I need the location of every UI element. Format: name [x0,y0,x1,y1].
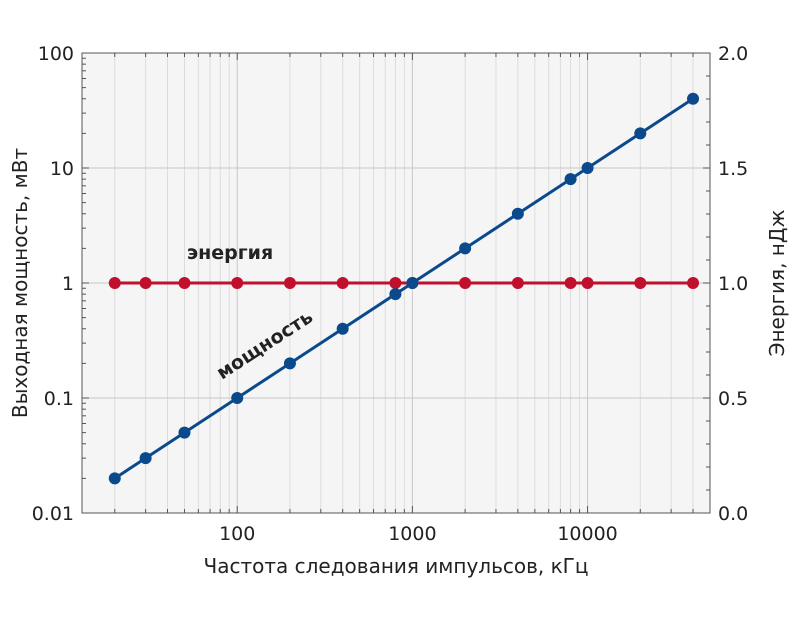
series-power [108,92,700,485]
data-point-power [581,162,594,174]
y-left-tick-label: 10 [50,158,74,180]
data-point-energy [336,277,349,289]
data-point-energy [564,277,577,289]
data-point-power [178,426,191,439]
y-right-tick-label: 0.0 [718,503,748,525]
y-left-tick-label: 100 [38,43,74,65]
data-point-energy [389,277,402,289]
tick-labels: 0.01 0.1 1 10 100 0.0 0.5 1.0 1.5 2.0 100 1000 10000 [32,43,749,545]
data-point-power [389,288,402,301]
data-point-energy [511,277,524,289]
data-point-energy [178,277,191,289]
data-point-power [139,452,152,465]
y-right-tick-label: 2.0 [718,43,748,65]
y-right-axis-title: Энергия, нДж [765,209,789,356]
series-energy [108,277,700,289]
data-point-energy [687,277,700,289]
x-tick-label: 10000 [557,523,617,545]
data-point-energy [581,277,594,289]
data-point-energy [459,277,472,289]
data-point-power [283,357,296,370]
x-tick-label: 1000 [388,523,436,545]
y-left-tick-label: 1 [62,273,74,295]
y-right-tick-label: 1.5 [718,158,748,180]
tick-marks [82,52,711,514]
series-layer [108,92,700,485]
y-right-tick-label: 1.0 [718,273,748,295]
x-tick-label: 100 [219,523,255,545]
data-point-power [108,472,121,485]
data-point-power [511,207,524,220]
data-point-power [634,127,647,140]
x-axis-title: Частота следования импульсов, кГц [204,554,589,578]
y-right-tick-label: 0.5 [718,388,748,410]
data-point-power [459,242,472,255]
data-point-energy [283,277,296,289]
data-point-energy [231,277,244,289]
y-left-tick-label: 0.1 [44,388,74,410]
data-point-power [336,322,349,335]
data-point-energy [139,277,152,289]
data-point-power [564,173,577,186]
data-point-power [687,92,700,105]
data-point-power [231,392,244,404]
y-left-tick-label: 0.01 [32,503,74,525]
data-point-power [406,277,419,289]
data-point-energy [108,277,121,289]
series-label-energy: энергия [187,242,273,264]
data-point-energy [634,277,647,289]
y-left-axis-title: Выходная мощность, мВт [8,148,32,419]
